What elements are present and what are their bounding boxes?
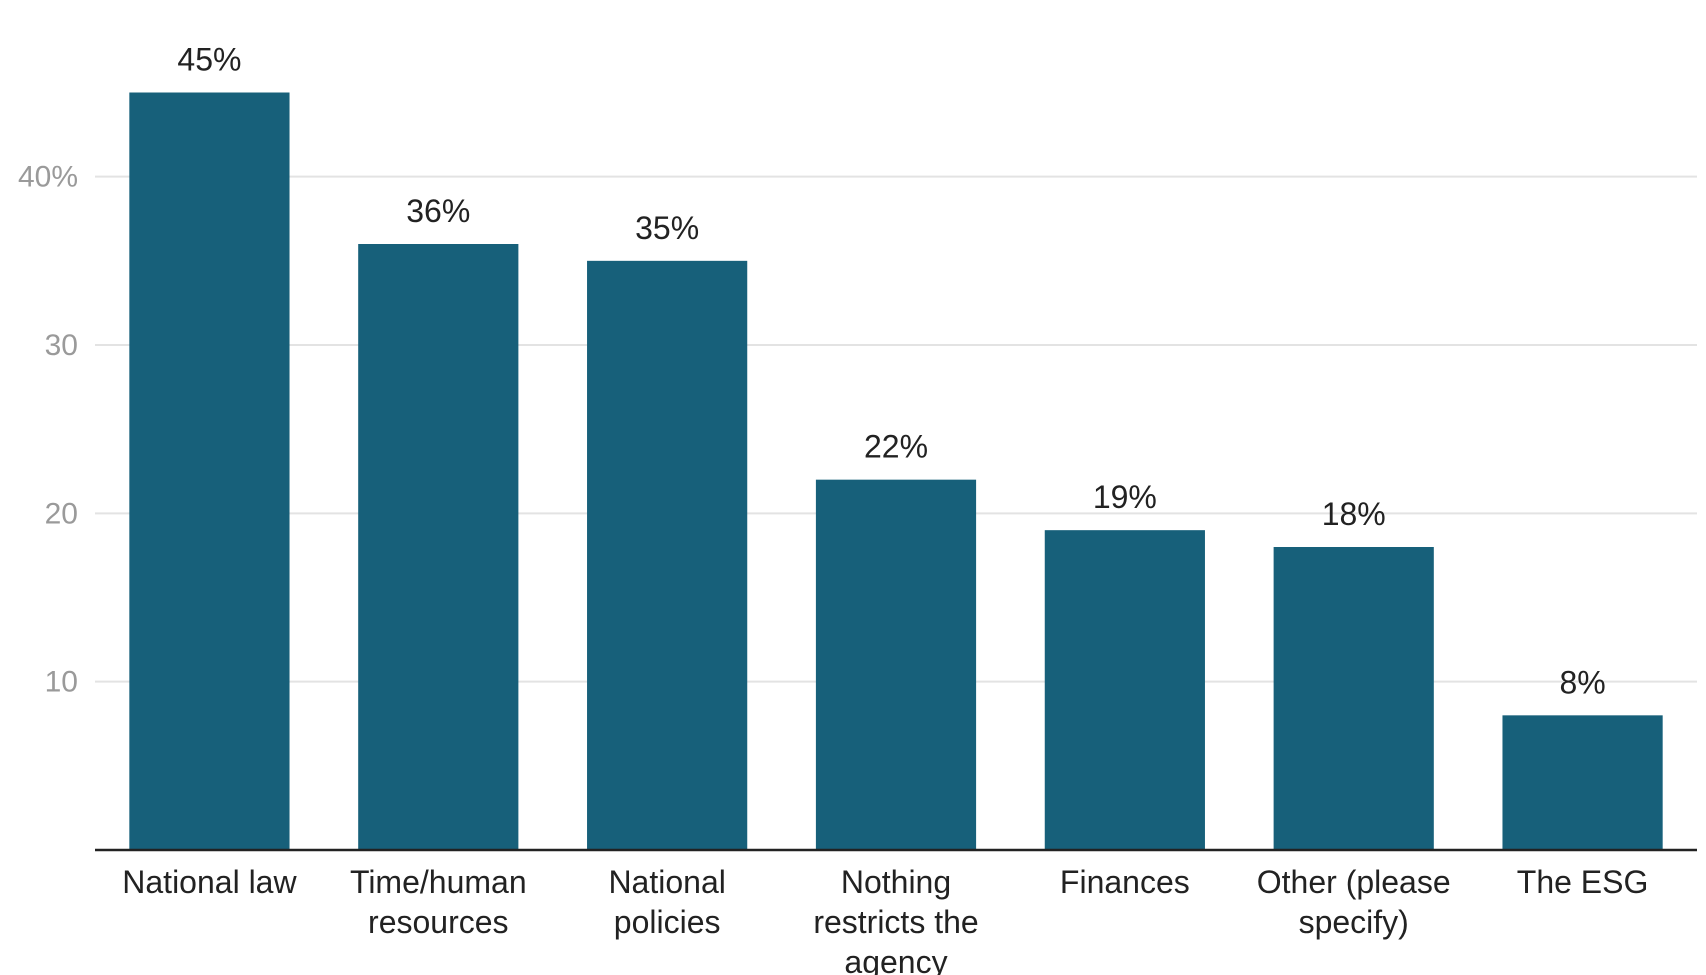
x-tick-label: The ESG — [1517, 864, 1649, 900]
x-tick-label: Other (please specify) — [1257, 864, 1451, 940]
data-label: 36% — [406, 193, 470, 229]
bar — [1273, 547, 1434, 850]
y-tick-label: 40% — [18, 161, 78, 194]
x-axis-categories: National law Time/human resources National p… — [122, 864, 1648, 975]
data-label: 18% — [1322, 496, 1386, 532]
data-label: 45% — [177, 42, 241, 78]
data-label: 19% — [1093, 479, 1157, 515]
data-label: 22% — [864, 429, 928, 465]
y-axis-ticks: 10 20 30 40% — [18, 161, 78, 699]
bar — [129, 92, 290, 850]
y-tick-label: 10 — [45, 666, 78, 699]
data-label: 8% — [1559, 664, 1605, 700]
data-labels: 45% 36% 35% 22% 19% 18% 8% — [177, 42, 1605, 701]
bar — [587, 260, 748, 850]
x-tick-label: Nothing restricts the agency — [813, 864, 978, 975]
x-tick-label: Time/human resources — [350, 864, 527, 940]
y-tick-label: 30 — [45, 329, 78, 362]
bar — [1502, 715, 1663, 850]
bar — [358, 244, 519, 850]
x-tick-label: National law — [122, 864, 297, 900]
x-tick-label: National policies — [608, 864, 725, 940]
bars — [129, 92, 1663, 850]
bar — [1044, 530, 1205, 850]
data-label: 35% — [635, 210, 699, 246]
bar — [815, 479, 977, 850]
x-tick-label: Finances — [1060, 864, 1190, 900]
y-tick-label: 20 — [45, 497, 78, 530]
